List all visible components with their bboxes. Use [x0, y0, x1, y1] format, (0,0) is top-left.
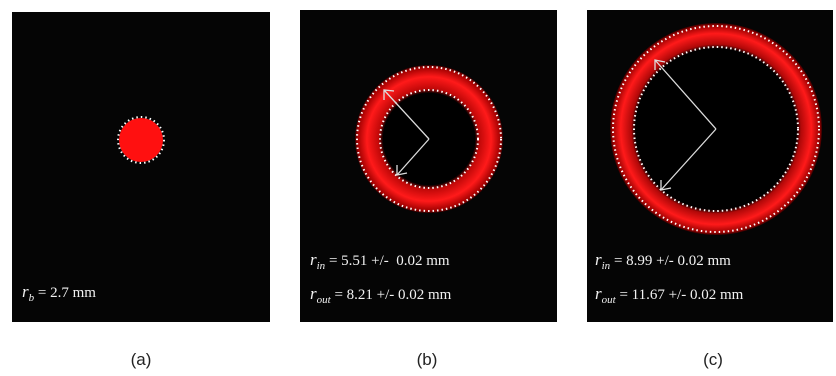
radius-label: rout = 11.67 +/- 0.02 mm: [595, 284, 743, 306]
panel-b: rin = 5.51 +/- 0.02 mm rout = 8.21 +/- 0…: [300, 10, 557, 322]
label-part: out: [602, 294, 616, 306]
beam-image: [12, 12, 270, 322]
label-part: = 5.51 +/- 0.02 mm: [329, 253, 450, 269]
radius-label: rb = 2.7 mm: [22, 282, 96, 304]
radius-label: rin = 8.99 +/- 0.02 mm: [595, 250, 731, 272]
label-part: r: [22, 282, 29, 301]
panel-caption: (a): [111, 350, 171, 370]
label-part: out: [317, 294, 331, 306]
beam-image: [587, 10, 833, 322]
figure: rb = 2.7 mm rin = 5.51 +/- 0.02 mm rout …: [0, 0, 836, 376]
label-part: = 11.67 +/- 0.02 mm: [619, 287, 743, 303]
label-part: in: [602, 260, 611, 272]
label-part: in: [317, 260, 326, 272]
label-part: = 8.21 +/- 0.02 mm: [334, 287, 451, 303]
panel-caption: (c): [683, 350, 743, 370]
label-part: b: [29, 292, 35, 304]
label-part: r: [310, 284, 317, 303]
radius-label: rin = 5.51 +/- 0.02 mm: [310, 250, 450, 272]
label-part: r: [595, 250, 602, 269]
label-part: = 2.7 mm: [38, 285, 96, 301]
label-part: r: [595, 284, 602, 303]
label-part: r: [310, 250, 317, 269]
label-part: = 8.99 +/- 0.02 mm: [614, 253, 731, 269]
panel-c: rin = 8.99 +/- 0.02 mm rout = 11.67 +/- …: [587, 10, 833, 322]
panel-a: rb = 2.7 mm: [12, 12, 270, 322]
panel-caption: (b): [397, 350, 457, 370]
beam-image: [300, 10, 557, 322]
radius-label: rout = 8.21 +/- 0.02 mm: [310, 284, 451, 306]
